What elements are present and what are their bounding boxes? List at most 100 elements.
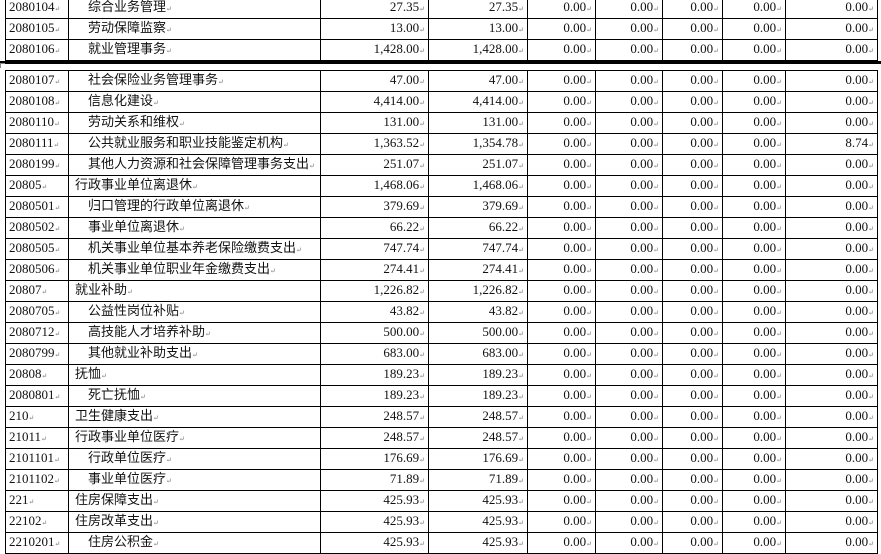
item-name-cell: 社会保险业务管理事务 xyxy=(68,70,321,92)
item-name-cell: 信息化建设 xyxy=(68,91,321,113)
amount-cell: 0.00 xyxy=(785,39,878,61)
code-cell: 20807 xyxy=(5,280,69,302)
amount-cell: 425.93 xyxy=(428,511,528,533)
budget-table-top: 2080104综合业务管理27.3527.350.000.000.000.000… xyxy=(5,0,878,61)
amount-cell: 0.00 xyxy=(527,112,596,134)
table-row: 20805行政事业单位离退休1,468.061,468.060.000.000.… xyxy=(5,175,878,197)
amount-cell: 0.00 xyxy=(595,301,663,323)
amount-cell: 0.00 xyxy=(722,364,786,386)
code-cell: 2080502 xyxy=(5,217,69,239)
amount-cell: 0.00 xyxy=(785,0,878,19)
amount-cell: 4,414.00 xyxy=(428,91,528,113)
amount-cell: 0.00 xyxy=(722,322,786,344)
table-row: 2080506机关事业单位职业年金缴费支出274.41274.410.000.0… xyxy=(5,259,878,281)
amount-cell: 0.00 xyxy=(722,511,786,533)
amount-cell: 131.00 xyxy=(320,112,429,134)
item-name-cell: 事业单位离退休 xyxy=(68,217,321,239)
amount-cell: 189.23 xyxy=(320,364,429,386)
amount-cell: 1,226.82 xyxy=(428,280,528,302)
amount-cell: 0.00 xyxy=(527,70,596,92)
amount-cell: 0.00 xyxy=(722,301,786,323)
table-row: 2080105劳动保障监察13.0013.000.000.000.000.000… xyxy=(5,18,878,40)
amount-cell: 0.00 xyxy=(785,154,878,176)
code-cell: 22102 xyxy=(5,511,69,533)
amount-cell: 0.00 xyxy=(722,427,786,449)
amount-cell: 425.93 xyxy=(428,532,528,554)
amount-cell: 0.00 xyxy=(595,196,663,218)
amount-cell: 0.00 xyxy=(527,91,596,113)
amount-cell: 0.00 xyxy=(722,343,786,365)
table-row: 2101101行政单位医疗176.69176.690.000.000.000.0… xyxy=(5,448,878,470)
amount-cell: 0.00 xyxy=(595,385,663,407)
amount-cell: 0.00 xyxy=(722,259,786,281)
amount-cell: 0.00 xyxy=(595,259,663,281)
amount-cell: 66.22 xyxy=(428,217,528,239)
amount-cell: 13.00 xyxy=(320,18,429,40)
amount-cell: 0.00 xyxy=(785,490,878,512)
amount-cell: 0.00 xyxy=(722,448,786,470)
code-cell: 2080505 xyxy=(5,238,69,260)
amount-cell: 0.00 xyxy=(785,301,878,323)
amount-cell: 0.00 xyxy=(722,112,786,134)
amount-cell: 27.35 xyxy=(428,0,528,19)
code-cell: 2080111 xyxy=(5,133,69,155)
amount-cell: 0.00 xyxy=(722,70,786,92)
amount-cell: 0.00 xyxy=(595,70,663,92)
amount-cell: 0.00 xyxy=(662,70,723,92)
item-name-cell: 公益性岗位补贴 xyxy=(68,301,321,323)
amount-cell: 0.00 xyxy=(527,154,596,176)
amount-cell: 0.00 xyxy=(662,532,723,554)
amount-cell: 248.57 xyxy=(428,406,528,428)
amount-cell: 0.00 xyxy=(527,175,596,197)
page-break-line xyxy=(0,61,881,64)
amount-cell: 0.00 xyxy=(527,511,596,533)
amount-cell: 71.89 xyxy=(428,469,528,491)
code-cell: 2080199 xyxy=(5,154,69,176)
amount-cell: 274.41 xyxy=(320,259,429,281)
table-row: 2080505机关事业单位基本养老保险缴费支出747.74747.740.000… xyxy=(5,238,878,260)
amount-cell: 0.00 xyxy=(527,280,596,302)
amount-cell: 0.00 xyxy=(662,154,723,176)
amount-cell: 0.00 xyxy=(785,91,878,113)
amount-cell: 0.00 xyxy=(595,448,663,470)
amount-cell: 0.00 xyxy=(722,217,786,239)
code-cell: 2080106 xyxy=(5,39,69,61)
item-name-cell: 劳动关系和维权 xyxy=(68,112,321,134)
code-cell: 2080104 xyxy=(5,0,69,19)
amount-cell: 0.00 xyxy=(785,469,878,491)
amount-cell: 0.00 xyxy=(662,18,723,40)
amount-cell: 1,428.00 xyxy=(428,39,528,61)
code-cell: 2080110 xyxy=(5,112,69,134)
amount-cell: 0.00 xyxy=(662,259,723,281)
code-cell: 2080705 xyxy=(5,301,69,323)
amount-cell: 0.00 xyxy=(662,364,723,386)
amount-cell: 13.00 xyxy=(428,18,528,40)
amount-cell: 0.00 xyxy=(595,490,663,512)
amount-cell: 0.00 xyxy=(722,0,786,19)
amount-cell: 0.00 xyxy=(785,280,878,302)
code-cell: 2080108 xyxy=(5,91,69,113)
amount-cell: 0.00 xyxy=(722,133,786,155)
table-row: 2080199其他人力资源和社会保障管理事务支出251.07251.070.00… xyxy=(5,154,878,176)
amount-cell: 0.00 xyxy=(527,18,596,40)
amount-cell: 0.00 xyxy=(527,490,596,512)
amount-cell: 0.00 xyxy=(785,259,878,281)
amount-cell: 0.00 xyxy=(595,364,663,386)
amount-cell: 0.00 xyxy=(595,343,663,365)
amount-cell: 8.74 xyxy=(785,133,878,155)
code-cell: 2080107 xyxy=(5,70,69,92)
amount-cell: 0.00 xyxy=(785,511,878,533)
item-name-cell: 卫生健康支出 xyxy=(68,406,321,428)
code-cell: 2080105 xyxy=(5,18,69,40)
amount-cell: 0.00 xyxy=(527,133,596,155)
table-row: 2080501归口管理的行政单位离退休379.69379.690.000.000… xyxy=(5,196,878,218)
amount-cell: 0.00 xyxy=(527,217,596,239)
amount-cell: 0.00 xyxy=(527,322,596,344)
amount-cell: 0.00 xyxy=(595,469,663,491)
amount-cell: 43.82 xyxy=(320,301,429,323)
amount-cell: 0.00 xyxy=(722,532,786,554)
amount-cell: 0.00 xyxy=(595,280,663,302)
amount-cell: 0.00 xyxy=(785,196,878,218)
amount-cell: 0.00 xyxy=(662,490,723,512)
amount-cell: 0.00 xyxy=(662,427,723,449)
